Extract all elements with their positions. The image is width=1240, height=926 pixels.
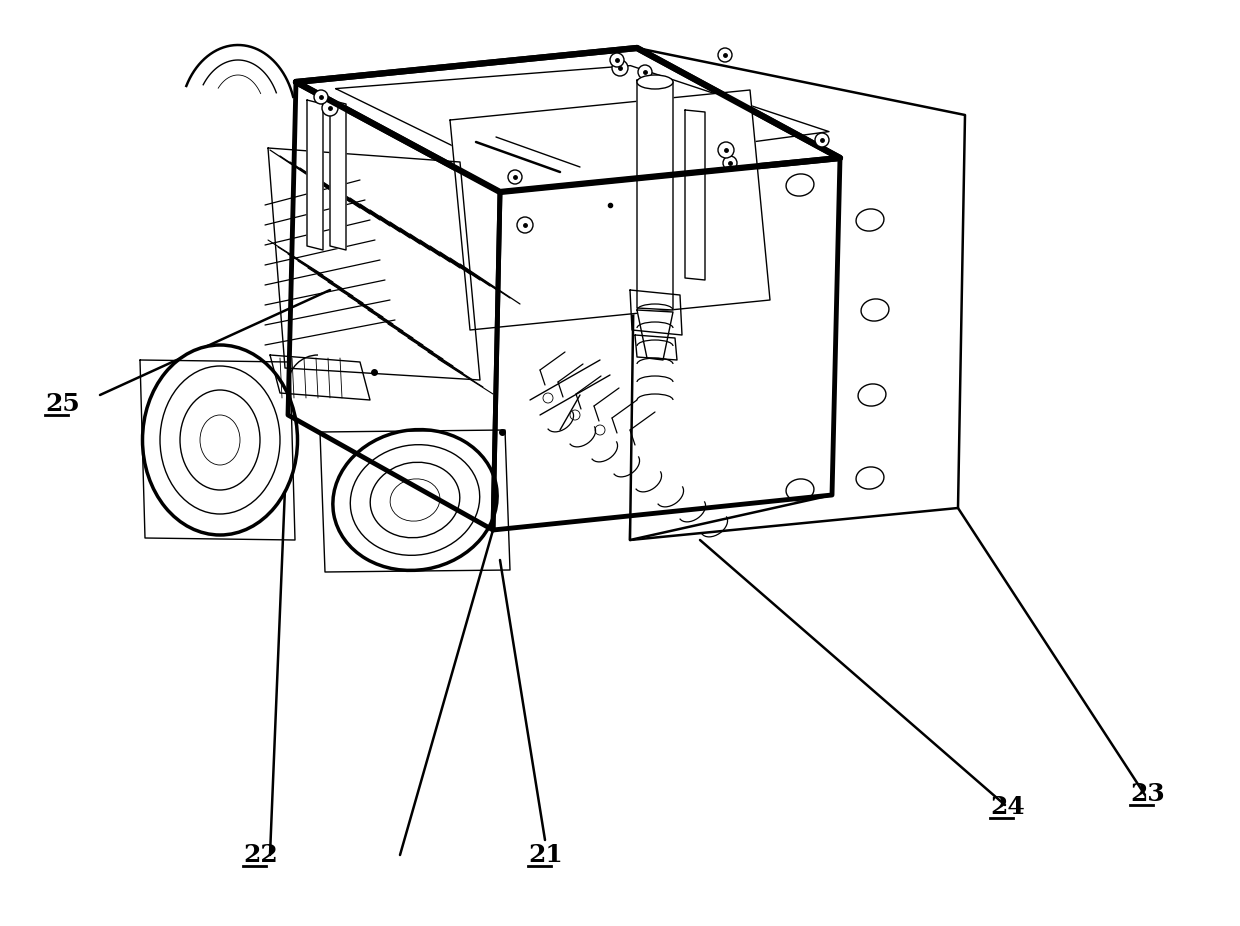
Ellipse shape: [200, 415, 241, 465]
Circle shape: [610, 53, 624, 67]
Ellipse shape: [861, 299, 889, 321]
Circle shape: [322, 100, 339, 116]
Polygon shape: [637, 310, 673, 360]
Circle shape: [639, 65, 652, 79]
Ellipse shape: [786, 174, 813, 196]
Text: 23: 23: [1130, 782, 1164, 806]
Circle shape: [613, 60, 627, 76]
Ellipse shape: [858, 384, 885, 407]
Circle shape: [543, 393, 553, 403]
Circle shape: [595, 425, 605, 435]
Ellipse shape: [856, 467, 884, 489]
Text: 21: 21: [528, 843, 563, 867]
Polygon shape: [684, 110, 706, 280]
Ellipse shape: [786, 479, 813, 501]
Polygon shape: [308, 100, 322, 250]
Circle shape: [815, 133, 830, 147]
Circle shape: [517, 217, 533, 233]
Ellipse shape: [371, 462, 460, 538]
Ellipse shape: [350, 444, 480, 556]
Polygon shape: [450, 90, 770, 330]
Polygon shape: [630, 48, 965, 540]
Circle shape: [570, 410, 580, 420]
Circle shape: [314, 90, 329, 104]
Text: 24: 24: [990, 795, 1024, 819]
Ellipse shape: [332, 430, 497, 570]
Circle shape: [508, 170, 522, 184]
Polygon shape: [494, 158, 839, 530]
Polygon shape: [296, 48, 839, 192]
Circle shape: [718, 48, 732, 62]
Polygon shape: [630, 48, 839, 540]
Ellipse shape: [391, 479, 440, 521]
Ellipse shape: [143, 345, 298, 535]
Circle shape: [723, 156, 737, 170]
Polygon shape: [288, 82, 500, 530]
Text: 25: 25: [45, 392, 79, 416]
Polygon shape: [330, 100, 346, 250]
Circle shape: [718, 142, 734, 158]
Ellipse shape: [856, 209, 884, 232]
Text: 22: 22: [243, 843, 278, 867]
Ellipse shape: [160, 366, 280, 514]
Ellipse shape: [180, 390, 260, 490]
Polygon shape: [637, 80, 673, 310]
Ellipse shape: [637, 75, 673, 89]
